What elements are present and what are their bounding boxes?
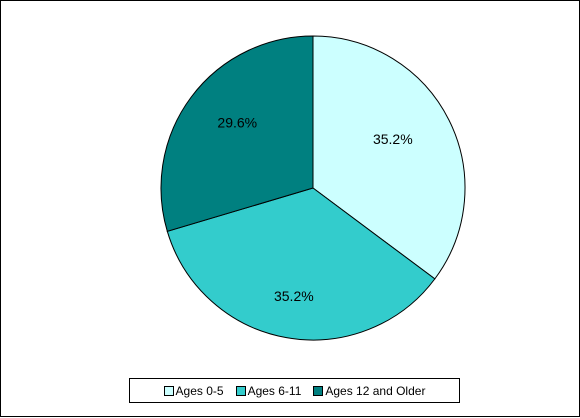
legend-swatch-ages-0-5 bbox=[163, 385, 174, 396]
legend-item-ages-12-and-older: Ages 12 and Older bbox=[313, 384, 425, 398]
legend-swatch-ages-6-11 bbox=[235, 385, 246, 396]
legend-item-ages-0-5: Ages 0-5 bbox=[163, 383, 224, 398]
legend: Ages 0-5 Ages 6-11 Ages 12 and Older bbox=[129, 378, 460, 403]
slice-value-label-ages-12-and-older: 29.6% bbox=[217, 115, 257, 131]
slice-value-label-ages-0-5: 35.2% bbox=[373, 131, 413, 147]
pie-slice-ages-6-11 bbox=[166, 187, 436, 341]
legend-label-ages-0-5: Ages 0-5 bbox=[175, 383, 224, 398]
legend-item-ages-6-11: Ages 6-11 bbox=[235, 383, 302, 398]
legend-label-ages-6-11: Ages 6-11 bbox=[247, 383, 302, 398]
pie-slice-ages-0-5 bbox=[312, 35, 466, 280]
slice-value-label-ages-6-11: 35.2% bbox=[274, 288, 314, 304]
legend-label-ages-12-and-older: Ages 12 and Older bbox=[325, 383, 426, 398]
pie-slice-ages-12-and-older bbox=[160, 35, 314, 232]
legend-swatch-ages-12-and-older bbox=[313, 385, 324, 396]
